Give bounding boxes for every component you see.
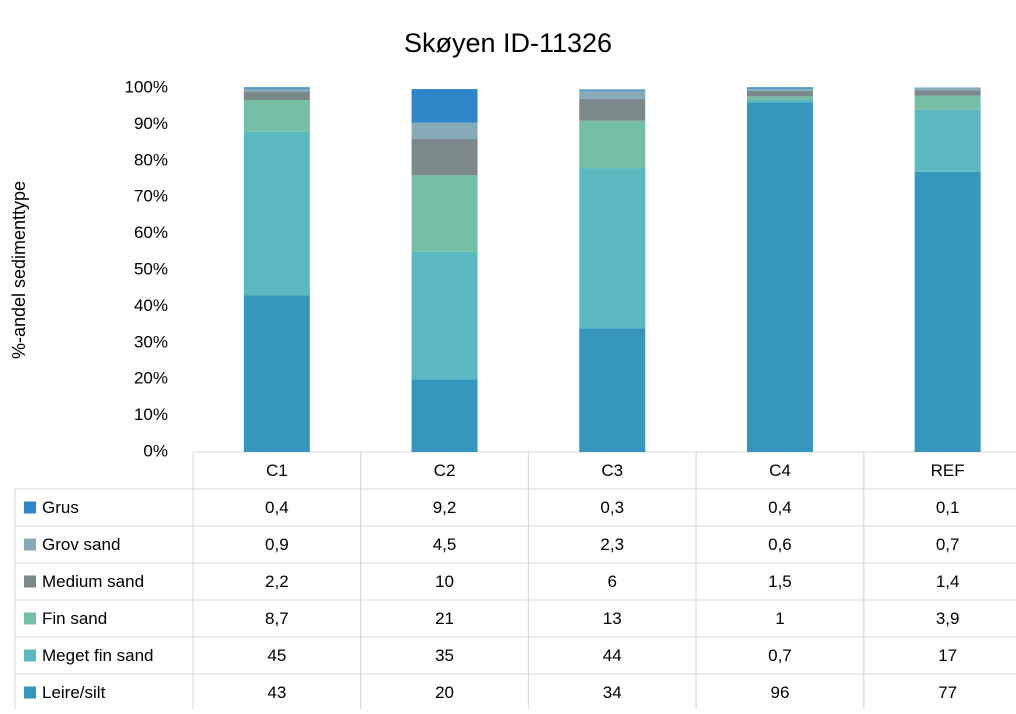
data-label: 0,6 bbox=[768, 535, 792, 554]
legend-label: Grus bbox=[42, 498, 79, 517]
data-label: 34 bbox=[603, 683, 622, 702]
legend-key bbox=[24, 539, 36, 551]
data-label: 4,5 bbox=[433, 535, 457, 554]
y-tick-label: 70% bbox=[134, 187, 168, 206]
y-tick-label: 100% bbox=[125, 77, 168, 96]
bar-segment bbox=[915, 91, 981, 96]
bar-segment bbox=[915, 110, 981, 172]
legend-label: Leire/silt bbox=[42, 683, 106, 702]
bar-segment bbox=[747, 89, 813, 91]
bar-segment bbox=[579, 89, 645, 90]
bar-segment bbox=[579, 168, 645, 328]
data-label: 9,2 bbox=[433, 498, 457, 517]
bar-segment bbox=[412, 89, 478, 122]
x-tick-label: C1 bbox=[266, 461, 288, 480]
data-label: 0,4 bbox=[265, 498, 289, 517]
legend-label: Grov sand bbox=[42, 535, 120, 554]
data-label: 0,7 bbox=[768, 646, 792, 665]
data-label: 3,9 bbox=[936, 609, 960, 628]
data-label: 1 bbox=[775, 609, 784, 628]
bar-segment bbox=[579, 328, 645, 452]
legend-label: Fin sand bbox=[42, 609, 107, 628]
bar-segment bbox=[747, 87, 813, 88]
bar-segment bbox=[747, 91, 813, 96]
data-label: 35 bbox=[435, 646, 454, 665]
bar-segment bbox=[244, 92, 310, 100]
bar-segment bbox=[412, 175, 478, 251]
data-label: 43 bbox=[267, 683, 286, 702]
data-label: 44 bbox=[603, 646, 622, 665]
bar-segment bbox=[244, 89, 310, 92]
data-label: 21 bbox=[435, 609, 454, 628]
data-label: 96 bbox=[770, 683, 789, 702]
bar-segment bbox=[747, 100, 813, 103]
data-label: 0,9 bbox=[265, 535, 289, 554]
data-label: 0,1 bbox=[936, 498, 960, 517]
bar-segment bbox=[244, 100, 310, 132]
bar-segment bbox=[915, 96, 981, 110]
data-label: 0,3 bbox=[600, 498, 624, 517]
bar-segment bbox=[747, 103, 813, 452]
bar-segment bbox=[244, 295, 310, 452]
data-label: 20 bbox=[435, 683, 454, 702]
bar-segment bbox=[579, 91, 645, 99]
bar-segment bbox=[579, 121, 645, 168]
y-tick-label: 50% bbox=[134, 259, 168, 278]
y-tick-label: 10% bbox=[134, 405, 168, 424]
data-label: 45 bbox=[267, 646, 286, 665]
data-label: 17 bbox=[938, 646, 957, 665]
legend-key bbox=[24, 687, 36, 699]
x-tick-label: REF bbox=[931, 461, 965, 480]
y-tick-label: 80% bbox=[134, 150, 168, 169]
data-label: 13 bbox=[603, 609, 622, 628]
bar-segment bbox=[915, 172, 981, 452]
bar-segment bbox=[244, 87, 310, 88]
data-label: 6 bbox=[608, 572, 617, 591]
x-tick-label: C4 bbox=[769, 461, 791, 480]
y-tick-label: 0% bbox=[143, 441, 168, 460]
y-tick-label: 30% bbox=[134, 332, 168, 351]
data-label: 10 bbox=[435, 572, 454, 591]
bar-segment bbox=[244, 132, 310, 296]
data-label: 1,5 bbox=[768, 572, 792, 591]
legend-label: Medium sand bbox=[42, 572, 144, 591]
bar-segment bbox=[412, 252, 478, 379]
x-tick-label: C2 bbox=[434, 461, 456, 480]
data-label: 2,2 bbox=[265, 572, 289, 591]
y-tick-label: 20% bbox=[134, 369, 168, 388]
legend-key bbox=[24, 576, 36, 588]
y-tick-label: 60% bbox=[134, 223, 168, 242]
legend-key bbox=[24, 502, 36, 514]
legend-label: Meget fin sand bbox=[42, 646, 154, 665]
bar-segment bbox=[915, 88, 981, 91]
bar-segment bbox=[747, 96, 813, 100]
legend-key bbox=[24, 613, 36, 625]
data-label: 8,7 bbox=[265, 609, 289, 628]
data-label: 1,4 bbox=[936, 572, 960, 591]
y-tick-label: 90% bbox=[134, 114, 168, 133]
legend-key bbox=[24, 650, 36, 662]
y-tick-label: 40% bbox=[134, 296, 168, 315]
bar-segment bbox=[579, 99, 645, 121]
data-label: 0,7 bbox=[936, 535, 960, 554]
bar-segment bbox=[412, 379, 478, 452]
chart-title: Skøyen ID-11326 bbox=[404, 28, 612, 58]
x-tick-label: C3 bbox=[601, 461, 623, 480]
data-label: 2,3 bbox=[600, 535, 624, 554]
bar-segment bbox=[412, 139, 478, 175]
y-axis-label: %-andel sedimenttype bbox=[9, 181, 29, 359]
data-label: 77 bbox=[938, 683, 957, 702]
data-label: 0,4 bbox=[768, 498, 792, 517]
bar-segment bbox=[412, 123, 478, 139]
